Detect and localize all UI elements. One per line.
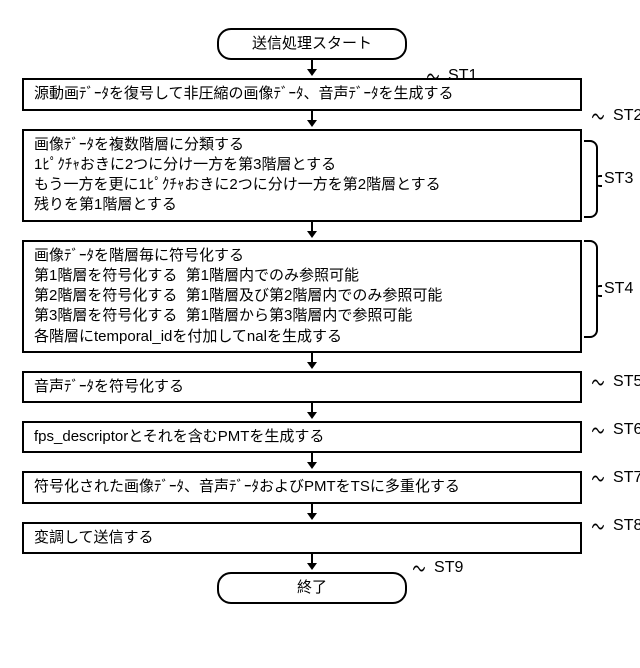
st6-line: fps_descriptorとそれを含むPMTを生成する (34, 427, 570, 447)
brace-icon: 〜 (591, 510, 604, 542)
st3-l2: 1ﾋﾟｸﾁｬおきに2つに分け一方を第3階層とする (34, 155, 570, 175)
arrow (22, 222, 602, 240)
arrow (22, 353, 602, 371)
tag-st7-text: ST7 (613, 469, 640, 487)
brace-tall-icon (584, 140, 598, 218)
tag-st4-text: ST4 (604, 280, 633, 298)
brace-icon: 〜 (591, 100, 604, 132)
st5-line: 音声ﾃﾞｰﾀを符号化する (34, 377, 570, 397)
arrow (22, 60, 602, 78)
brace-icon: 〜 (412, 552, 425, 584)
tag-st1-text: ST1 (448, 67, 477, 85)
st3-l3: もう一方を更に1ﾋﾟｸﾁｬおきに2つに分け一方を第2階層とする (34, 175, 570, 195)
tag-st9: 〜 ST9 (408, 552, 463, 584)
tag-st4: ST4 (584, 240, 633, 338)
tag-st8: 〜 ST8 (587, 510, 640, 542)
process-st4: 画像ﾃﾞｰﾀを階層毎に符号化する 第1階層を符号化する 第1階層内でのみ参照可能… (22, 240, 582, 353)
tag-st3-text: ST3 (604, 170, 633, 188)
tag-st1: 〜 ST1 (422, 60, 477, 92)
st3-l1: 画像ﾃﾞｰﾀを複数階層に分類する (34, 135, 570, 155)
st3-l4: 残りを第1階層とする (34, 195, 570, 215)
st4-l4: 第3階層を符号化する 第1階層から第3階層内で参照可能 (34, 306, 570, 326)
process-st8: 変調して送信する (22, 522, 582, 554)
st4-l5: 各階層にtemporal_idを付加してnalを生成する (34, 327, 570, 347)
process-st2: 源動画ﾃﾞｰﾀを復号して非圧縮の画像ﾃﾞｰﾀ、音声ﾃﾞｰﾀを生成する (22, 78, 582, 110)
brace-tall-icon (584, 240, 598, 338)
arrow (22, 111, 602, 129)
tag-st2: 〜 ST2 (587, 100, 640, 132)
arrow (22, 403, 602, 421)
arrow (22, 453, 602, 471)
tag-st7: 〜 ST7 (587, 462, 640, 494)
tag-st6-text: ST6 (613, 421, 640, 439)
tag-st8-text: ST8 (613, 517, 640, 535)
flowchart-container: 送信処理スタート 源動画ﾃﾞｰﾀを復号して非圧縮の画像ﾃﾞｰﾀ、音声ﾃﾞｰﾀを生… (22, 28, 602, 604)
process-st3: 画像ﾃﾞｰﾀを複数階層に分類する 1ﾋﾟｸﾁｬおきに2つに分け一方を第3階層とす… (22, 129, 582, 222)
st2-line: 源動画ﾃﾞｰﾀを復号して非圧縮の画像ﾃﾞｰﾀ、音声ﾃﾞｰﾀを生成する (34, 84, 570, 104)
brace-icon: 〜 (591, 462, 604, 494)
arrow (22, 554, 602, 572)
process-st5: 音声ﾃﾞｰﾀを符号化する (22, 371, 582, 403)
terminal-start-text: 送信処理スタート (252, 35, 372, 52)
st4-l2: 第1階層を符号化する 第1階層内でのみ参照可能 (34, 266, 570, 286)
terminal-start: 送信処理スタート (217, 28, 407, 60)
process-st6: fps_descriptorとそれを含むPMTを生成する (22, 421, 582, 453)
terminal-end-text: 終了 (297, 579, 327, 596)
tag-st6: 〜 ST6 (587, 414, 640, 446)
brace-icon: 〜 (591, 414, 604, 446)
tag-st2-text: ST2 (613, 107, 640, 125)
terminal-end: 終了 (217, 572, 407, 604)
tag-st9-text: ST9 (434, 559, 463, 577)
tag-st5: 〜 ST5 (587, 366, 640, 398)
tag-st5-text: ST5 (613, 373, 640, 391)
st4-l1: 画像ﾃﾞｰﾀを階層毎に符号化する (34, 246, 570, 266)
process-st7: 符号化された画像ﾃﾞｰﾀ、音声ﾃﾞｰﾀおよびPMTをTSに多重化する (22, 471, 582, 503)
tag-st3: ST3 (584, 140, 633, 218)
arrow (22, 504, 602, 522)
st8-line: 変調して送信する (34, 528, 570, 548)
st4-l3: 第2階層を符号化する 第1階層及び第2階層内でのみ参照可能 (34, 286, 570, 306)
st7-line: 符号化された画像ﾃﾞｰﾀ、音声ﾃﾞｰﾀおよびPMTをTSに多重化する (34, 477, 570, 497)
brace-icon: 〜 (426, 60, 439, 92)
brace-icon: 〜 (591, 366, 604, 398)
